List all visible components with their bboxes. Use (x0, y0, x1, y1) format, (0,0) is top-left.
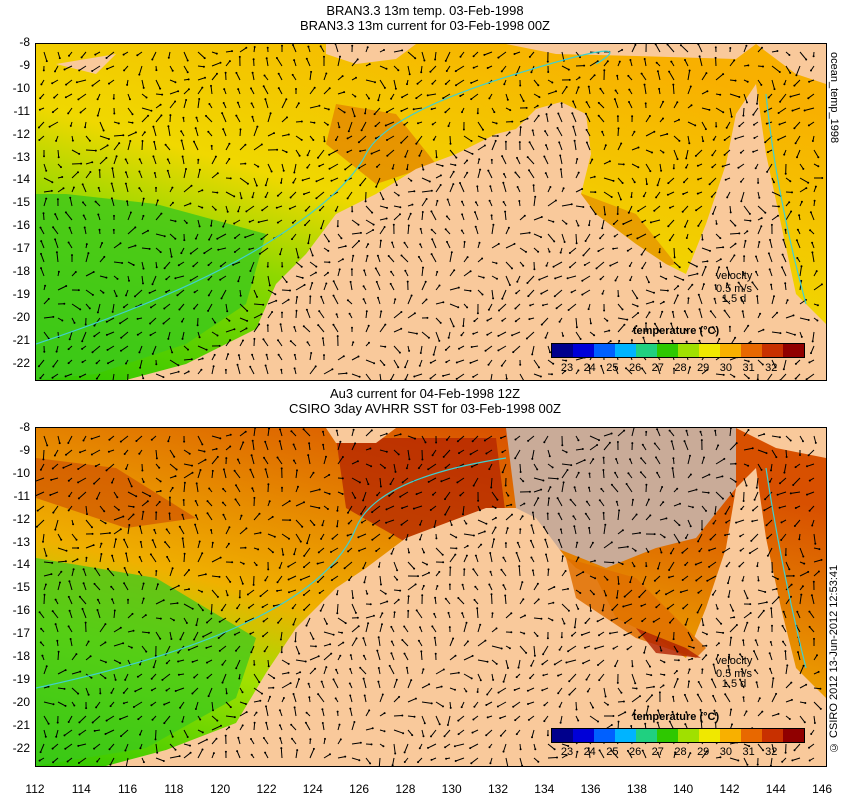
bathymetry-contour (36, 50, 611, 345)
top-y-label: -14 (12, 172, 30, 187)
x-axis-label: 122 (256, 782, 277, 796)
bottom-y-label: -19 (12, 671, 30, 686)
top-colorbar-tick: 26 (628, 362, 642, 374)
bottom-title-line1: Au3 current for 04-Feb-1998 12Z (329, 386, 521, 401)
bottom-copyright-label: © CSIRO 2012 13-Jun-2012 12:53:41 (828, 564, 840, 753)
bottom-y-label: -12 (12, 511, 30, 526)
top-velocity-label: velocity (715, 270, 753, 282)
top-title-line2: BRAN3.3 13m current for 03-Feb-1998 00Z (299, 18, 550, 33)
x-axis-label: 144 (765, 782, 786, 796)
top-map-svg (36, 44, 826, 380)
x-axis-label: 118 (164, 782, 184, 796)
bottom-y-label: -18 (12, 649, 30, 663)
top-colorbar-tick: 31 (742, 362, 755, 374)
bottom-y-label: -9 (19, 442, 30, 457)
x-axis-label: 114 (71, 782, 91, 796)
bottom-y-label: -22 (12, 740, 30, 755)
top-y-label: -18 (12, 264, 30, 278)
top-colorbar-tick: 28 (674, 362, 687, 374)
top-legend-title: temperature (°C) (632, 325, 720, 337)
bottom-y-label: -8 (19, 420, 30, 434)
bottom-y-label: -15 (12, 580, 30, 595)
bottom-colorbar-tick: 29 (697, 746, 710, 758)
australia-landmass (126, 84, 826, 380)
bathymetry-contour-bottom (36, 457, 507, 689)
top-map-panel (35, 43, 827, 381)
bottom-colorbar-tick: 26 (628, 746, 642, 758)
top-title-line1: BRAN3.3 13m temp. 03-Feb-1998 (326, 3, 524, 18)
top-velocity-scale: 0.5 m/s (715, 283, 753, 295)
x-axis-label: 134 (534, 782, 555, 796)
bottom-y-label: -17 (12, 626, 30, 641)
bottom-velocity-duration: 1.5 d (721, 678, 747, 690)
bottom-y-label: -16 (12, 603, 30, 618)
x-axis-label: 146 (812, 782, 833, 796)
bottom-y-label: -20 (12, 694, 30, 709)
bottom-colorbar-tick: 32 (765, 746, 778, 758)
top-y-label: -21 (12, 332, 30, 347)
x-axis-label: 112 (25, 782, 45, 796)
top-y-label: -9 (19, 57, 30, 72)
bottom-colorbar-tick: 24 (583, 746, 596, 758)
x-axis-label: 136 (580, 782, 601, 796)
bottom-colorbar-tick: 30 (719, 746, 733, 758)
bottom-y-label: -10 (12, 465, 30, 480)
top-y-label: -10 (12, 80, 30, 95)
x-axis-label: 142 (719, 782, 740, 796)
top-y-label: -19 (12, 286, 30, 301)
bottom-colorbar (551, 728, 805, 743)
x-axis-label: 138 (626, 782, 647, 796)
x-axis-label: 130 (441, 782, 462, 796)
top-colorbar (551, 343, 805, 358)
top-y-label: -13 (12, 149, 30, 164)
x-axis-label: 126 (349, 782, 370, 796)
bottom-colorbar-tick: 31 (742, 746, 755, 758)
bottom-colorbar-tick: 27 (651, 746, 664, 758)
x-axis-label: 116 (118, 782, 138, 796)
top-y-label: -8 (19, 35, 30, 49)
top-colorbar-tick: 30 (719, 362, 733, 374)
top-colorbar-tick: 29 (697, 362, 710, 374)
australia-landmass-bottom (106, 468, 826, 766)
bottom-map-svg (36, 428, 826, 766)
top-colorbar-tick: 27 (651, 362, 664, 374)
x-axis-label: 140 (673, 782, 694, 796)
bottom-colorbar-tick: 23 (560, 746, 574, 758)
top-velocity-duration: 1.5 d (721, 293, 747, 305)
top-y-label: -20 (12, 309, 30, 324)
top-y-label: -12 (12, 126, 30, 141)
bottom-y-label: -14 (12, 557, 30, 572)
top-colorbar-tick: 32 (765, 362, 778, 374)
top-side-label: ocean_temp_1998 (828, 52, 840, 144)
top-y-label: -15 (12, 195, 30, 210)
bottom-velocity-scale: 0.5 m/s (715, 668, 753, 680)
top-y-label: -17 (12, 241, 30, 256)
bottom-y-label: -11 (13, 488, 30, 503)
x-axis-label: 120 (210, 782, 231, 796)
top-colorbar-tick: 24 (583, 362, 596, 374)
bottom-legend-title: temperature (°C) (632, 711, 720, 723)
bottom-map-panel (35, 427, 827, 767)
no-data-region (506, 428, 736, 568)
x-axis-label: 124 (302, 782, 323, 796)
bottom-y-label: -21 (12, 717, 30, 732)
bottom-colorbar-tick: 25 (606, 746, 619, 758)
bottom-colorbar-tick: 28 (674, 746, 687, 758)
bottom-y-label: -13 (12, 534, 30, 549)
x-axis-label: 128 (395, 782, 416, 796)
bottom-title-line2: CSIRO 3day AVHRR SST for 03-Feb-1998 00Z (289, 401, 561, 416)
top-y-label: -11 (13, 103, 30, 118)
top-colorbar-tick: 25 (606, 362, 619, 374)
top-y-label: -16 (12, 218, 30, 233)
current-vectors-bottom (36, 428, 823, 766)
top-y-label: -22 (12, 355, 30, 370)
top-colorbar-tick: 23 (560, 362, 574, 374)
x-axis-label: 132 (487, 782, 509, 796)
bottom-velocity-label: velocity (715, 655, 753, 667)
